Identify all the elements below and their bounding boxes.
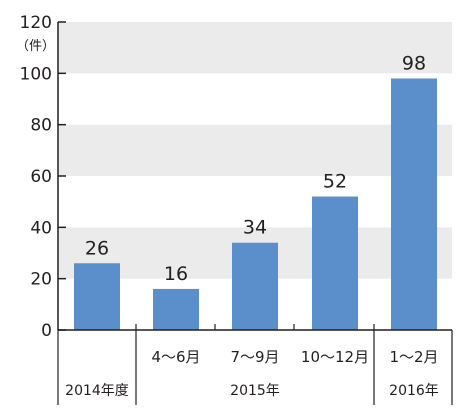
x-axis-category-labels: 4〜6月 7〜9月 10〜12月 1〜2月 <box>151 348 438 366</box>
y-tick-label: 0 <box>41 321 52 341</box>
y-tick-label: 80 <box>30 116 52 136</box>
bar <box>391 78 437 330</box>
y-tick-label: 40 <box>30 218 52 238</box>
x-category-label: 7〜9月 <box>230 348 279 366</box>
x-group-label: 2015年 <box>230 383 280 399</box>
data-label: 26 <box>85 237 109 259</box>
x-group-label: 2016年 <box>389 383 439 399</box>
data-label: 98 <box>402 52 426 74</box>
bar <box>312 196 358 330</box>
x-category-label: 1〜2月 <box>389 348 438 366</box>
data-label: 34 <box>243 217 267 239</box>
grid-bands <box>58 22 452 279</box>
x-category-label: 10〜12月 <box>301 348 369 366</box>
y-tick-label: 20 <box>30 270 52 290</box>
data-label: 52 <box>323 171 347 193</box>
bar <box>232 242 278 330</box>
x-axis-group-labels: 2014年度 2015年 2016年 <box>65 383 439 399</box>
x-category-label: 4〜6月 <box>151 348 200 366</box>
data-label: 16 <box>164 263 188 285</box>
y-tick-label: 120 <box>20 13 52 33</box>
x-group-label: 2014年度 <box>65 383 129 399</box>
y-tick-label: 60 <box>30 167 52 187</box>
bars <box>74 78 437 330</box>
bar <box>153 288 199 330</box>
y-axis-ticks: 0 20 40 60 80 100 120 <box>20 13 66 341</box>
y-axis-unit-label: （件） <box>16 39 55 54</box>
data-labels: 26 16 34 52 98 <box>85 52 426 284</box>
grid-band <box>58 124 452 176</box>
y-tick-label: 100 <box>20 64 52 84</box>
grid-band <box>58 22 452 74</box>
bar <box>74 263 120 330</box>
